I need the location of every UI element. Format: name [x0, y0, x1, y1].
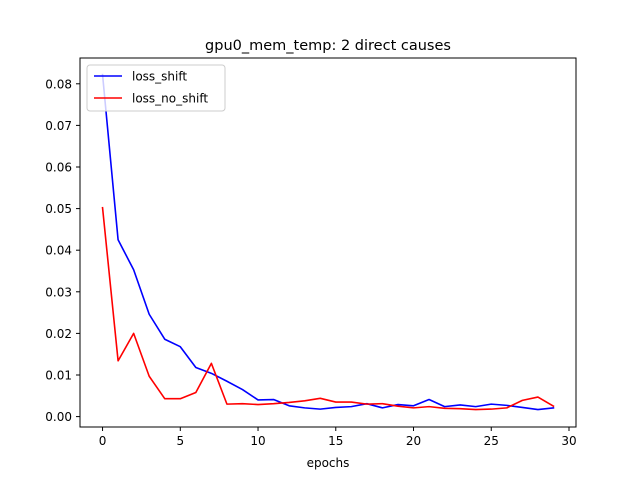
legend: loss_shift loss_no_shift [86, 64, 226, 112]
y-tick-label: 0.04 [45, 244, 72, 258]
x-tick-label: 5 [176, 434, 184, 448]
series-line-loss_no_shift [101, 206, 555, 411]
y-tick-label: 0.01 [45, 368, 72, 382]
y-tick-label: 0.03 [45, 285, 72, 299]
x-tick-label: 0 [99, 434, 107, 448]
y-tick-label: 0.05 [45, 202, 72, 216]
x-tick-label: 20 [406, 434, 421, 448]
x-axis-ticks: 0 5 10 15 20 25 30 [99, 427, 577, 448]
y-tick-label: 0.06 [45, 160, 72, 174]
legend-label-loss_no_shift: loss_no_shift [132, 92, 208, 106]
x-axis-label: epochs [307, 456, 350, 470]
x-tick-label: 10 [250, 434, 265, 448]
legend-label-loss_shift: loss_shift [132, 70, 187, 84]
y-tick-label: 0.07 [45, 119, 72, 133]
y-tick-label: 0.02 [45, 327, 72, 341]
y-tick-label: 0.00 [45, 410, 72, 424]
x-tick-label: 25 [484, 434, 499, 448]
series-line-loss_shift [101, 73, 555, 411]
chart-title: gpu0_mem_temp: 2 direct causes [205, 38, 451, 54]
plot-frame [79, 57, 577, 428]
y-axis-ticks: 0.00 0.01 0.02 0.03 0.04 0.05 0.06 0.07 0.08 [45, 77, 80, 424]
x-tick-label: 30 [561, 434, 576, 448]
x-tick-label: 15 [328, 434, 343, 448]
y-tick-label: 0.08 [45, 77, 72, 91]
plot-lines [101, 73, 555, 411]
